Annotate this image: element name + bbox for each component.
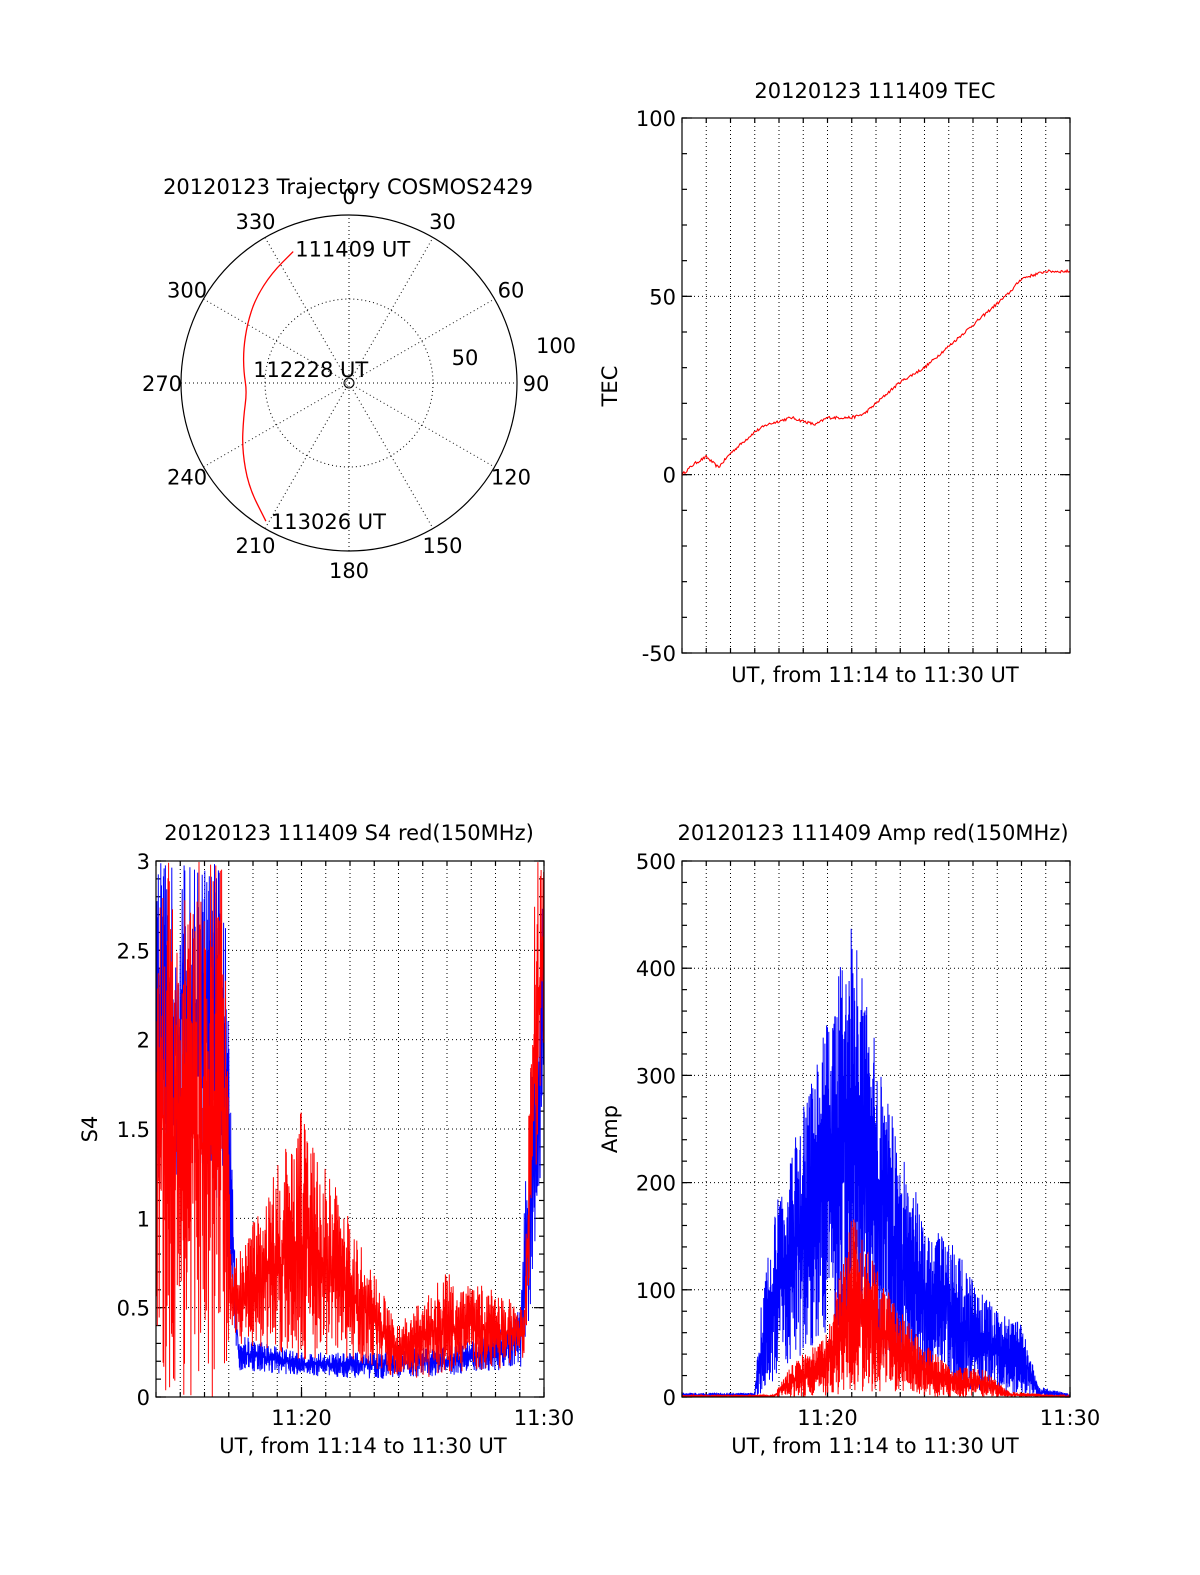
tec-title: 20120123 111409 TEC <box>754 79 995 103</box>
ytick-label: 0 <box>663 464 676 488</box>
tec-plot-area: -50 0 50 100 <box>636 107 1071 666</box>
xtick-label: 11:30 <box>514 1406 575 1430</box>
azimuth-label: 270 <box>142 372 182 396</box>
s4-title: 20120123 111409 S4 red(150MHz) <box>164 821 534 845</box>
trajectory-title: 20120123 Trajectory COSMOS2429 <box>163 175 533 199</box>
azimuth-label: 180 <box>329 559 369 583</box>
amp-series <box>682 928 1070 1397</box>
trajectory-series <box>242 251 294 522</box>
azimuth-label: 240 <box>167 466 207 490</box>
ytick-label: 1.5 <box>117 1118 150 1142</box>
tec-ylabel: TEC <box>598 366 622 408</box>
amp-plot-area: 0 100 200 300 400 500 11:20 11:30 <box>636 850 1100 1430</box>
azimuth-label: 60 <box>498 279 525 303</box>
ytick-label: 2.5 <box>117 939 150 963</box>
tec-series-line <box>681 268 1071 476</box>
azimuth-label: 210 <box>235 534 275 558</box>
ytick-label: -50 <box>642 642 676 666</box>
azimuth-label: 300 <box>167 279 207 303</box>
ytick-label: 0 <box>663 1386 676 1410</box>
azimuth-label: 150 <box>422 534 462 558</box>
trajectory-labels: 0 30 60 90 120 150 180 210 240 270 300 330 50 100 1114… <box>142 185 576 583</box>
ytick-label: 2 <box>137 1029 150 1053</box>
trajectory-chart: 20120123 Trajectory COSMOS2429 0 30 60 90 12… <box>142 175 576 583</box>
amp-xlabel: UT, from 11:14 to 11:30 UT <box>731 1434 1019 1458</box>
radial-label: 50 <box>452 346 479 370</box>
trajectory-line <box>242 251 294 522</box>
s4-ylabel: S4 <box>78 1116 102 1143</box>
s4-plot-area: 0 0.5 1 1.5 2 2.5 3 11:20 11:30 <box>117 850 575 1430</box>
azimuth-label: 120 <box>491 466 531 490</box>
ytick-label: 200 <box>636 1172 676 1196</box>
ytick-label: 100 <box>636 1279 676 1303</box>
azimuth-label: 330 <box>235 210 275 234</box>
radial-label: 100 <box>536 334 576 358</box>
ytick-label: 3 <box>137 850 150 874</box>
polar-spoke <box>264 237 434 529</box>
xtick-label: 11:20 <box>271 1406 332 1430</box>
s4-chart: 20120123 111409 S4 red(150MHz) UT, from … <box>78 821 574 1458</box>
azimuth-label: 90 <box>523 372 550 396</box>
trajectory-point-label: 112228 UT <box>253 358 368 382</box>
amp-ylabel: Amp <box>598 1105 622 1153</box>
amp-title: 20120123 111409 Amp red(150MHz) <box>677 821 1068 845</box>
amp-chart: 20120123 111409 Amp red(150MHz) UT, from… <box>598 821 1100 1458</box>
tec-chart: 20120123 111409 TEC UT, from 11:14 to 11… <box>598 79 1071 687</box>
trajectory-point-label: 113026 UT <box>271 510 386 534</box>
plot-border <box>155 860 545 1398</box>
xtick-label: 11:30 <box>1040 1406 1101 1430</box>
ytick-label: 0 <box>137 1386 150 1410</box>
ytick-label: 500 <box>636 850 676 874</box>
s4-xlabel: UT, from 11:14 to 11:30 UT <box>219 1434 507 1458</box>
tec-xlabel: UT, from 11:14 to 11:30 UT <box>731 663 1019 687</box>
ytick-label: 0.5 <box>117 1297 150 1321</box>
amp-red-series <box>682 1219 1070 1397</box>
azimuth-label: 0 <box>342 185 355 209</box>
ytick-label: 400 <box>636 957 676 981</box>
ytick-label: 50 <box>649 285 676 309</box>
s4-red-series <box>156 861 544 1397</box>
ytick-label: 100 <box>636 107 676 131</box>
xtick-label: 11:20 <box>797 1406 858 1430</box>
azimuth-label: 30 <box>429 210 456 234</box>
ytick-label: 300 <box>636 1064 676 1088</box>
trajectory-point-label: 111409 UT <box>295 238 410 262</box>
plot-border <box>681 860 1071 1398</box>
ytick-label: 1 <box>137 1207 150 1231</box>
s4-series <box>156 861 544 1397</box>
plot-border <box>681 117 1071 654</box>
trajectory-grid <box>180 214 518 552</box>
